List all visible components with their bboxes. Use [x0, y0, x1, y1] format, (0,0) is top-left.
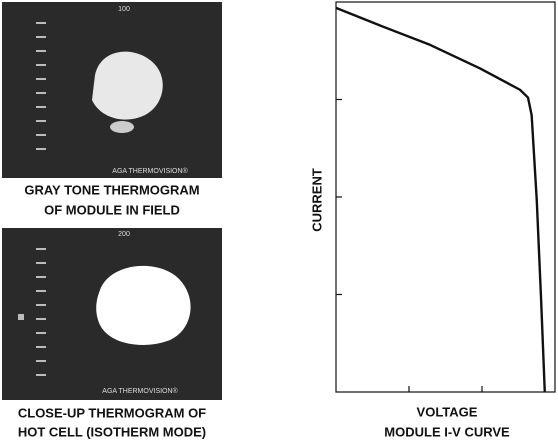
- caption: HOT CELL (ISOTHERM MODE): [18, 424, 206, 439]
- scale-marks: [18, 248, 46, 376]
- scale-label: 100: [118, 6, 130, 13]
- scale-marks: [36, 22, 46, 150]
- brand: AGA THERMOVISION®: [112, 167, 188, 175]
- brand: AGA THERMOVISION®: [102, 387, 178, 395]
- hot-cell: [96, 265, 191, 345]
- plot-frame: [335, 1, 556, 393]
- caption: GRAY TONE THERMOGRAM: [24, 182, 199, 197]
- caption: OF MODULE IN FIELD: [44, 202, 180, 217]
- thermogram-2: 200 AGA THERMOVISION® CLOSE-UP THERMOGRA…: [2, 228, 222, 439]
- thermogram-1: 100 AGA THERMOVISION® GRAY TONE THERMOGR…: [2, 2, 222, 217]
- x-axis-label: VOLTAGE: [417, 404, 478, 419]
- chart-caption: MODULE I-V CURVE: [384, 424, 510, 439]
- iv-curve: [335, 6, 546, 393]
- y-axis-label: CURRENT: [309, 168, 324, 232]
- scale-label: 200: [118, 231, 130, 238]
- hot-spot: [110, 121, 134, 133]
- caption: CLOSE-UP THERMOGRAM OF: [18, 405, 206, 420]
- hot-spot: [92, 51, 163, 120]
